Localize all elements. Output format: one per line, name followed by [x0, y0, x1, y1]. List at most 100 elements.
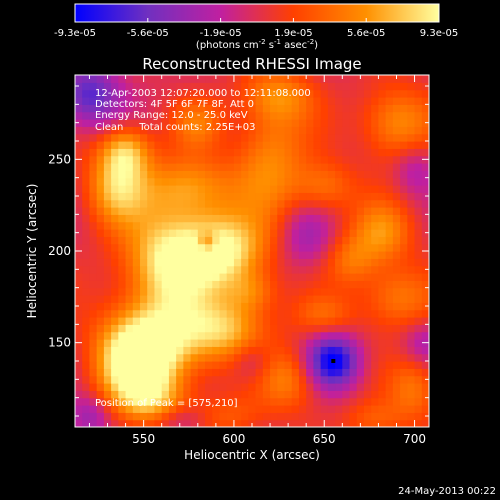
heatmap-cell	[89, 251, 98, 259]
heatmap-cell	[356, 104, 365, 113]
heatmap-cell	[132, 309, 141, 318]
heatmap-cell	[400, 361, 408, 369]
heatmap-cell	[255, 111, 264, 120]
heatmap-cell	[306, 243, 314, 252]
heatmap-cell	[277, 390, 286, 399]
heatmap-cell	[400, 295, 408, 303]
heatmap-cell	[205, 412, 213, 421]
heatmap-cell	[356, 368, 365, 377]
heatmap-cell	[118, 177, 127, 186]
heatmap-cell	[219, 111, 228, 120]
heatmap-cell	[205, 258, 213, 267]
heatmap-cell	[111, 309, 119, 318]
heatmap-cell	[132, 375, 141, 384]
heatmap-cell	[378, 280, 387, 289]
heatmap-cell	[118, 287, 127, 296]
heatmap-cell	[291, 287, 300, 296]
heatmap-cell	[176, 148, 184, 157]
heatmap-cell	[125, 89, 134, 98]
heatmap-cell	[320, 309, 329, 318]
heatmap-cell	[313, 273, 322, 281]
heatmap-cell	[400, 397, 408, 406]
heatmap-cell	[385, 280, 394, 289]
heatmap-cell	[400, 309, 408, 318]
heatmap-cell	[103, 368, 112, 377]
heatmap-cell	[363, 111, 372, 120]
heatmap-cell	[168, 119, 177, 127]
heatmap-cell	[103, 177, 112, 186]
heatmap-cell	[284, 229, 293, 237]
heatmap-cell	[284, 309, 293, 318]
heatmap-cell	[75, 207, 83, 215]
heatmap-cell	[356, 280, 365, 289]
heatmap-cell	[291, 405, 300, 413]
heatmap-cell	[183, 126, 192, 135]
heatmap-cell	[176, 119, 184, 127]
heatmap-cell	[284, 163, 293, 171]
heatmap-cell	[183, 412, 192, 421]
heatmap-cell	[219, 331, 228, 340]
heatmap-cell	[342, 390, 351, 399]
heatmap-cell	[89, 339, 98, 347]
heatmap-cell	[89, 89, 98, 98]
heatmap-cell	[392, 309, 401, 318]
heatmap-cell	[378, 258, 387, 267]
heatmap-cell	[132, 207, 141, 215]
heatmap-cell	[190, 155, 199, 164]
heatmap-cell	[176, 163, 184, 171]
heatmap-cell	[212, 280, 221, 289]
heatmap-cell	[154, 119, 163, 127]
heatmap-cell	[89, 133, 98, 142]
heatmap-cell	[262, 133, 271, 142]
heatmap-cell	[255, 229, 264, 237]
heatmap-cell	[306, 383, 314, 391]
heatmap-cell	[75, 75, 83, 83]
heatmap-cell	[212, 119, 221, 127]
heatmap-cell	[147, 405, 156, 413]
heatmap-cell	[327, 302, 336, 311]
heatmap-cell	[306, 207, 314, 215]
heatmap-cell	[154, 258, 163, 267]
heatmap-cell	[385, 412, 394, 421]
heatmap-cell	[118, 412, 127, 421]
heatmap-cell	[212, 163, 221, 171]
heatmap-cell	[378, 375, 387, 384]
heatmap-cell	[103, 104, 112, 113]
heatmap-cell	[89, 419, 98, 427]
heatmap-cell	[96, 412, 105, 421]
heatmap-cell	[284, 251, 293, 259]
heatmap-cell	[400, 104, 408, 113]
heatmap-cell	[190, 258, 199, 267]
heatmap-cell	[183, 361, 192, 369]
heatmap-cell	[111, 324, 119, 333]
heatmap-cell	[392, 236, 401, 245]
heatmap-cell	[233, 295, 242, 303]
heatmap-cell	[147, 148, 156, 157]
heatmap-cell	[378, 412, 387, 421]
heatmap-cell	[118, 119, 127, 127]
heatmap-cell	[219, 82, 228, 91]
heatmap-cell	[118, 229, 127, 237]
heatmap-cell	[161, 361, 170, 369]
heatmap-cell	[342, 397, 351, 406]
heatmap-cell	[176, 383, 184, 391]
heatmap-cell	[89, 397, 98, 406]
heatmap-cell	[284, 397, 293, 406]
heatmap-cell	[400, 383, 408, 391]
heatmap-cell	[190, 243, 199, 252]
heatmap-cell	[342, 405, 351, 413]
heatmap-cell	[226, 353, 235, 362]
heatmap-cell	[407, 331, 416, 340]
heatmap-cell	[212, 331, 221, 340]
heatmap-cell	[298, 280, 307, 289]
heatmap-cell	[262, 111, 271, 120]
heatmap-cell	[241, 331, 249, 340]
heatmap-cell	[205, 185, 213, 193]
heatmap-cell	[147, 229, 156, 237]
heatmap-cell	[342, 265, 351, 274]
heatmap-cell	[241, 265, 249, 274]
heatmap-cell	[298, 361, 307, 369]
heatmap-cell	[291, 177, 300, 186]
heatmap-cell	[89, 119, 98, 127]
heatmap-cell	[226, 82, 235, 91]
